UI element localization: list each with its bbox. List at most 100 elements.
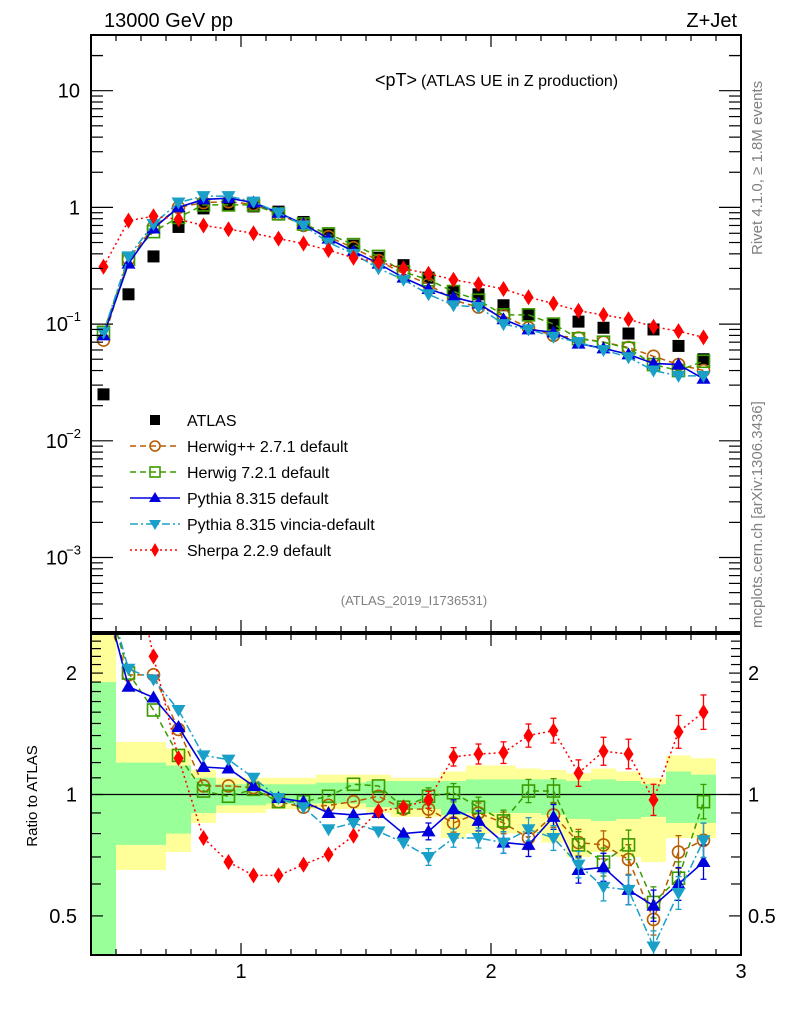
data-point [398, 799, 409, 816]
data-point [546, 784, 561, 798]
x-tick-label: 1 [235, 961, 246, 983]
data-point [173, 211, 184, 228]
data-point [446, 290, 461, 303]
ratio-y-tick-label-right: 2 [748, 663, 759, 685]
data-point [97, 388, 110, 401]
data-point [621, 884, 636, 897]
data-point [198, 830, 209, 847]
data-point [196, 191, 211, 204]
data-point [523, 289, 534, 306]
main-y-tick-exponent: −1 [66, 309, 81, 324]
side-label-mcplots: mcplots.cern.ch [arXiv:1306.3436] [749, 401, 766, 628]
data-point [571, 859, 586, 872]
green-band-bin [666, 771, 691, 823]
data-point [96, 327, 111, 340]
data-point [148, 648, 159, 665]
ratio-y-tick-label-right: 0.5 [748, 906, 776, 928]
legend-marker [149, 440, 161, 452]
ratio-y-tick-label-left: 2 [66, 663, 77, 685]
legend-label: Pythia 8.315 default [187, 491, 329, 508]
main-series-layer [96, 191, 711, 401]
legend-marker [149, 520, 161, 530]
data-point [623, 311, 634, 328]
legend-marker [151, 543, 159, 557]
data-point [648, 791, 659, 808]
data-point [296, 802, 311, 815]
data-point [598, 306, 609, 323]
data-point [221, 754, 236, 767]
analysis-id: (ATLAS_2019_I1736531) [341, 593, 487, 608]
data-point [648, 318, 659, 335]
data-point [496, 814, 511, 828]
data-point [321, 789, 336, 804]
data-point [273, 867, 284, 884]
data-point [271, 207, 286, 220]
data-point [698, 329, 709, 346]
data-point [573, 765, 584, 782]
data-point [471, 813, 486, 826]
data-point [546, 809, 561, 822]
data-point [346, 794, 361, 809]
data-point [546, 331, 561, 344]
data-point [171, 704, 186, 717]
data-point [98, 579, 110, 591]
data-point [248, 225, 259, 242]
ratio-series-sherpa-2-2-9-default [147, 634, 709, 884]
data-point [147, 250, 160, 263]
data-point [646, 356, 661, 369]
legend-marker [150, 415, 160, 425]
data-point [423, 265, 434, 282]
data-point [123, 212, 134, 229]
data-point [298, 235, 309, 252]
data-point [446, 802, 461, 815]
data-point [223, 854, 234, 871]
data-point [448, 748, 459, 765]
data-point [396, 826, 411, 839]
data-point [171, 197, 186, 210]
data-point [521, 324, 536, 337]
data-point [571, 337, 586, 350]
legend-item: Herwig++ 2.7.1 default [130, 439, 349, 456]
x-tick-label: 3 [735, 961, 746, 983]
data-point [196, 759, 211, 772]
plot-subtitle: (ATLAS UE in Z production) [421, 73, 618, 90]
data-point [622, 327, 635, 340]
main-y-tick-label: 10 [46, 314, 68, 336]
data-point [221, 191, 236, 204]
green-band-bin [616, 781, 641, 819]
data-point [273, 230, 284, 247]
data-point [221, 779, 236, 793]
ratio-y-tick-label-left: 1 [66, 785, 77, 807]
data-point [548, 295, 559, 312]
data-point [646, 941, 661, 954]
data-point [221, 761, 236, 774]
data-point [521, 308, 536, 322]
green-band-bin [466, 779, 516, 813]
main-series-pythia-8-315-vincia-default [96, 191, 711, 383]
data-point [146, 703, 161, 717]
main-y-tick-exponent: −2 [66, 426, 81, 441]
data-point [423, 791, 434, 808]
data-point [646, 365, 661, 378]
data-point [473, 276, 484, 293]
data-point [396, 837, 411, 850]
data-point [471, 833, 486, 846]
data-point [696, 370, 711, 383]
main-series-atlas [97, 198, 710, 401]
data-point [173, 750, 184, 767]
ratio-series-pythia-8-315-vincia-default [117, 634, 711, 955]
data-point [196, 784, 211, 798]
data-point [346, 807, 361, 820]
main-series-sherpa-2-2-9-default [98, 208, 709, 346]
ratio-ylabel: Ratio to ATLAS [24, 745, 41, 846]
data-point [223, 221, 234, 238]
green-band-bin [91, 682, 116, 955]
data-point [696, 855, 711, 868]
data-point [421, 289, 436, 302]
series-line [102, 197, 704, 380]
data-point [348, 827, 359, 844]
data-point [98, 258, 109, 275]
data-point [198, 217, 209, 234]
series-line [113, 634, 705, 907]
